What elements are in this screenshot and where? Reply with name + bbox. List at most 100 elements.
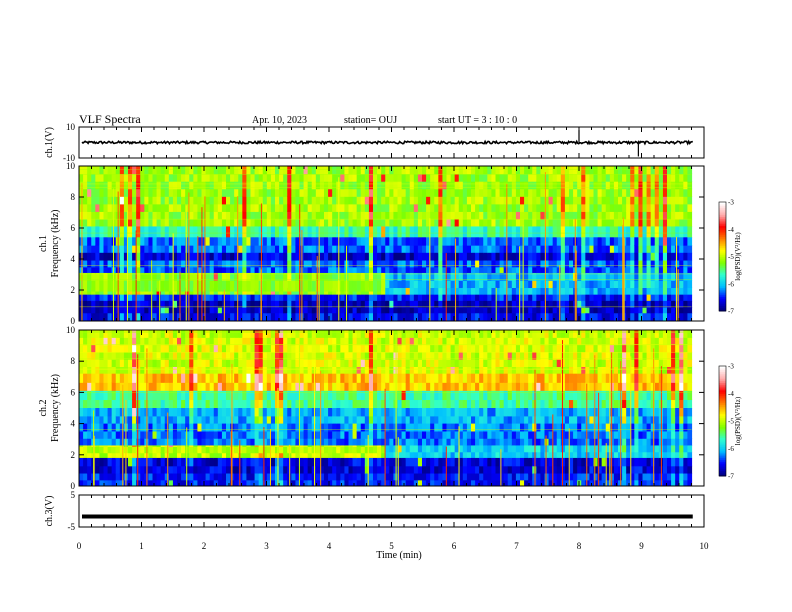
spectrogram-cell [189,382,194,392]
spectrogram-feature-cell [87,280,92,292]
spectrogram-cell [597,260,603,268]
spectrogram-cell [319,344,325,353]
spectrogram-cell [426,266,431,274]
spectrogram-cell [507,226,513,238]
spectrogram-cell [181,266,186,274]
spectrogram-cell [593,211,599,220]
spectrogram-cell [275,423,280,432]
spectrogram-cell [324,245,329,254]
spectrogram-cell [495,300,501,308]
spectrogram-cell [87,399,92,409]
spectrogram-cell [136,366,141,375]
spectrogram-cell [671,245,676,254]
spectrogram-cell [299,359,305,367]
spectrogram-cell [434,181,439,190]
spectrogram-cell [242,226,248,238]
spectrogram-feature-cell [152,280,158,292]
spectrogram-cell [181,337,186,346]
spectrogram-cell [234,351,239,360]
spectrogram-cell [593,294,599,302]
spectrogram-feature-cell [364,280,370,292]
spectrogram-cell [397,294,403,302]
spectrogram-cell [466,218,472,228]
spectrogram-cell [103,479,109,486]
spectrogram-cell [217,423,223,432]
spectrogram-cell [618,245,623,254]
spectrogram-cell [201,307,207,314]
spectrogram-feature-cell [238,280,243,292]
spectrogram-cell [291,211,297,220]
spectrogram-cell [319,382,325,392]
spectrogram-cell [234,438,239,447]
spectrogram-cell [630,237,635,246]
spectrogram-cell [262,408,268,417]
spectrogram-cell [487,252,493,262]
spectrogram-cell [442,196,448,205]
spectrogram-cell [479,203,484,212]
spectrogram-cell [356,196,362,205]
spectrogram-cell [217,313,223,321]
spectrogram-cell [189,344,194,353]
spectrogram-cell [111,344,117,353]
spectrogram-cell [177,415,182,425]
spectrogram-cell [430,252,435,262]
spectrogram-cell [303,237,309,246]
spectrogram-cell [495,252,501,262]
spectrogram-cell [332,188,337,197]
spectrogram-cell [430,313,435,321]
spectrogram-cell [405,203,411,212]
spectrogram-cell [217,211,223,220]
spectrogram-cell [405,181,411,190]
spectrogram-feature-cell [119,280,125,292]
spectrogram-cell [503,313,509,321]
spectrogram-cell [458,237,464,246]
y-tick-label: 2 [71,285,76,295]
spectrogram-cell [140,266,145,274]
spectrogram-cell [491,237,497,246]
spectrogram-cell [230,359,235,367]
spectrogram-cell [262,382,268,392]
spectrogram-cell [238,399,243,409]
spectrogram-cell [226,344,231,353]
spectrogram-cell [168,307,174,314]
spectrogram-cell [417,211,423,220]
spectrogram-cell [430,196,435,205]
spectrogram-cell [422,245,427,254]
spectrogram-cell [79,260,84,268]
spectrogram-cell [136,300,141,308]
spectrogram-cell [548,226,554,238]
spectrogram-cell [156,307,162,314]
spectrogram-cell [311,166,317,175]
spectrogram-cell [658,272,664,281]
spectrogram-cell [193,438,199,447]
spectrogram-cell [258,337,264,346]
spectrogram-cell [597,166,603,175]
spectrogram-cell [540,245,546,254]
spectrogram-cell [393,260,399,268]
spectrogram-cell [136,390,141,401]
spectrogram-cell [581,252,586,262]
spectrogram-feature-cell [160,447,166,454]
spectrogram-cell [520,272,525,281]
spectrogram-cell [503,166,509,175]
spectrogram-cell [283,465,288,475]
spectrogram-cell [172,423,178,432]
spectrogram-cell [348,211,354,220]
spectrogram-cell [213,457,219,467]
spectrogram-cell [332,465,337,475]
spectrogram-cell [217,373,223,383]
spectrogram-cell [291,203,297,212]
spectrogram-cell [226,245,231,254]
spectrogram-cell [532,226,537,238]
spectrogram-cell [115,438,121,447]
spectrogram-cell [193,457,199,467]
spectrogram-cell [79,181,84,190]
spectrogram-cell [336,373,341,383]
spectrogram-cell [254,237,260,246]
spectrogram-cell [515,203,521,212]
spectrogram-cell [213,245,219,254]
spectrogram-cell [201,451,207,459]
spectrogram-cell [299,337,305,346]
spectrogram-cell [87,465,92,475]
spectrogram-cell [279,337,284,346]
